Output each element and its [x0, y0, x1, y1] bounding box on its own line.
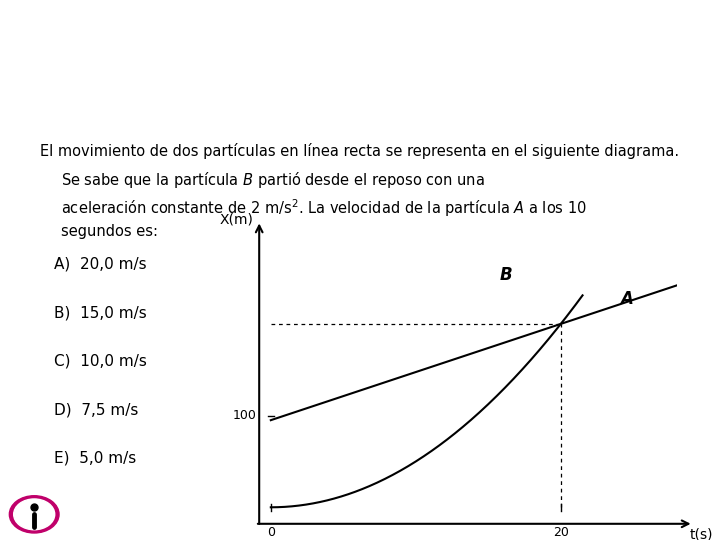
Text: aceleración constante de 2 m/s$^2$. La velocidad de la partícula $\mathit{A}$ a : aceleración constante de 2 m/s$^2$. La v…: [61, 197, 587, 219]
Text: 0: 0: [267, 525, 275, 538]
Text: El movimiento de dos partículas en línea recta se representa en el siguiente dia: El movimiento de dos partículas en línea…: [40, 143, 679, 159]
Text: B)  15,0 m/s: B) 15,0 m/s: [54, 305, 147, 320]
Text: X(m): X(m): [220, 213, 253, 227]
Text: 20: 20: [553, 525, 569, 538]
Circle shape: [14, 499, 55, 530]
Text: 100: 100: [233, 409, 256, 422]
Text: A)  20,0 m/s: A) 20,0 m/s: [54, 256, 147, 272]
Text: C)  10,0 m/s: C) 10,0 m/s: [54, 354, 147, 369]
Text: B: B: [500, 266, 512, 284]
Circle shape: [9, 496, 59, 533]
Text: A: A: [620, 290, 632, 308]
Text: E)  5,0 m/s: E) 5,0 m/s: [54, 451, 136, 466]
Text: t(s): t(s): [690, 528, 713, 540]
Text: D)  7,5 m/s: D) 7,5 m/s: [54, 402, 138, 417]
Text: Se sabe que la partícula $\mathit{B}$ partió desde el reposo con una: Se sabe que la partícula $\mathit{B}$ pa…: [61, 170, 485, 190]
Text: segundos es:: segundos es:: [61, 224, 158, 239]
